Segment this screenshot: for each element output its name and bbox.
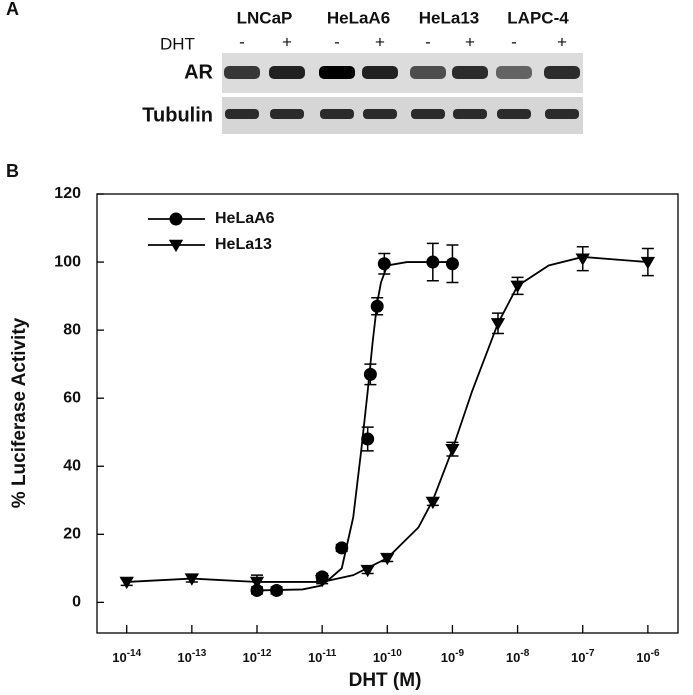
x-tick-label: 10-9: [441, 648, 465, 666]
data-point: [119, 576, 134, 590]
cell-line-label: HeLaA6: [327, 8, 390, 27]
data-point: [335, 541, 349, 555]
cell-line-label: HeLa13: [419, 8, 479, 27]
legend-label: HeLaA6: [215, 210, 275, 227]
x-axis-label: DHT (M): [349, 670, 422, 691]
panel-label: A: [6, 0, 19, 19]
blot-band: [545, 109, 579, 119]
blot-band: [320, 109, 354, 119]
data-point: [426, 255, 440, 269]
x-tick-label: 10-10: [373, 648, 402, 666]
blot-band: [224, 66, 260, 79]
y-tick-label: 80: [63, 321, 81, 338]
y-tick-label: 120: [54, 185, 81, 202]
treatment-sign: -: [511, 32, 517, 51]
y-tick-label: 0: [72, 594, 81, 611]
data-point: [425, 496, 440, 510]
x-tick-label: 10-7: [571, 648, 595, 666]
treatment-sign: +: [557, 32, 567, 51]
treatment-sign: -: [425, 32, 431, 51]
blot-band: [453, 109, 487, 119]
treatment-sign: +: [375, 32, 385, 51]
legend-label: HeLa13: [215, 236, 272, 253]
y-tick-label: 100: [54, 253, 81, 270]
treatment-sign: +: [465, 32, 475, 51]
blot-band: [362, 66, 398, 79]
blot-band: [411, 109, 445, 119]
cell-line-label: LAPC-4: [507, 8, 569, 27]
x-tick-label: 10-12: [243, 648, 272, 666]
x-tick-label: 10-8: [506, 648, 530, 666]
data-point: [380, 552, 395, 566]
fit-curve: [126, 256, 648, 583]
data-point: [490, 318, 506, 331]
treatment-sign: +: [282, 32, 292, 51]
data-point: [270, 583, 284, 597]
blot-band: [452, 66, 488, 79]
data-point: [361, 432, 375, 446]
data-point: [314, 575, 330, 588]
data-point: [640, 256, 656, 270]
fit-curve: [256, 261, 453, 592]
cell-line-label: LNCaP: [237, 8, 293, 27]
treatment-sign: -: [334, 32, 340, 51]
data-point: [184, 573, 199, 586]
row-label: AR: [184, 61, 213, 83]
row-label: Tubulin: [142, 104, 213, 126]
y-tick-label: 40: [63, 457, 81, 474]
blot-band: [544, 66, 580, 79]
y-axis-label: % Luciferase Activity: [9, 317, 30, 508]
data-point: [360, 564, 375, 578]
y-tick-label: 60: [63, 389, 81, 406]
data-point: [445, 444, 460, 457]
data-point: [445, 257, 459, 271]
legend-marker: [169, 212, 183, 226]
blot-band: [319, 66, 355, 79]
blot-band: [410, 66, 446, 79]
data-point: [249, 576, 265, 590]
data-point: [250, 583, 264, 597]
x-tick-label: 10-6: [636, 648, 660, 666]
data-point: [575, 253, 590, 266]
x-tick-label: 10-14: [112, 648, 141, 666]
legend-marker: [168, 239, 184, 253]
blot-band: [270, 109, 304, 119]
data-point: [363, 367, 377, 381]
blot-band: [497, 109, 531, 119]
blot-band: [269, 66, 305, 79]
x-tick-label: 10-11: [308, 648, 337, 666]
blot-band: [363, 109, 397, 119]
data-point: [370, 299, 384, 313]
treatment-label: DHT: [160, 34, 195, 53]
blot-band: [225, 109, 259, 119]
blot-band: [496, 66, 532, 79]
treatment-sign: -: [239, 32, 245, 51]
data-point: [377, 257, 391, 271]
x-tick-label: 10-13: [177, 648, 206, 666]
panel-label: B: [6, 161, 19, 181]
data-point: [510, 280, 525, 294]
y-tick-label: 20: [63, 526, 81, 543]
